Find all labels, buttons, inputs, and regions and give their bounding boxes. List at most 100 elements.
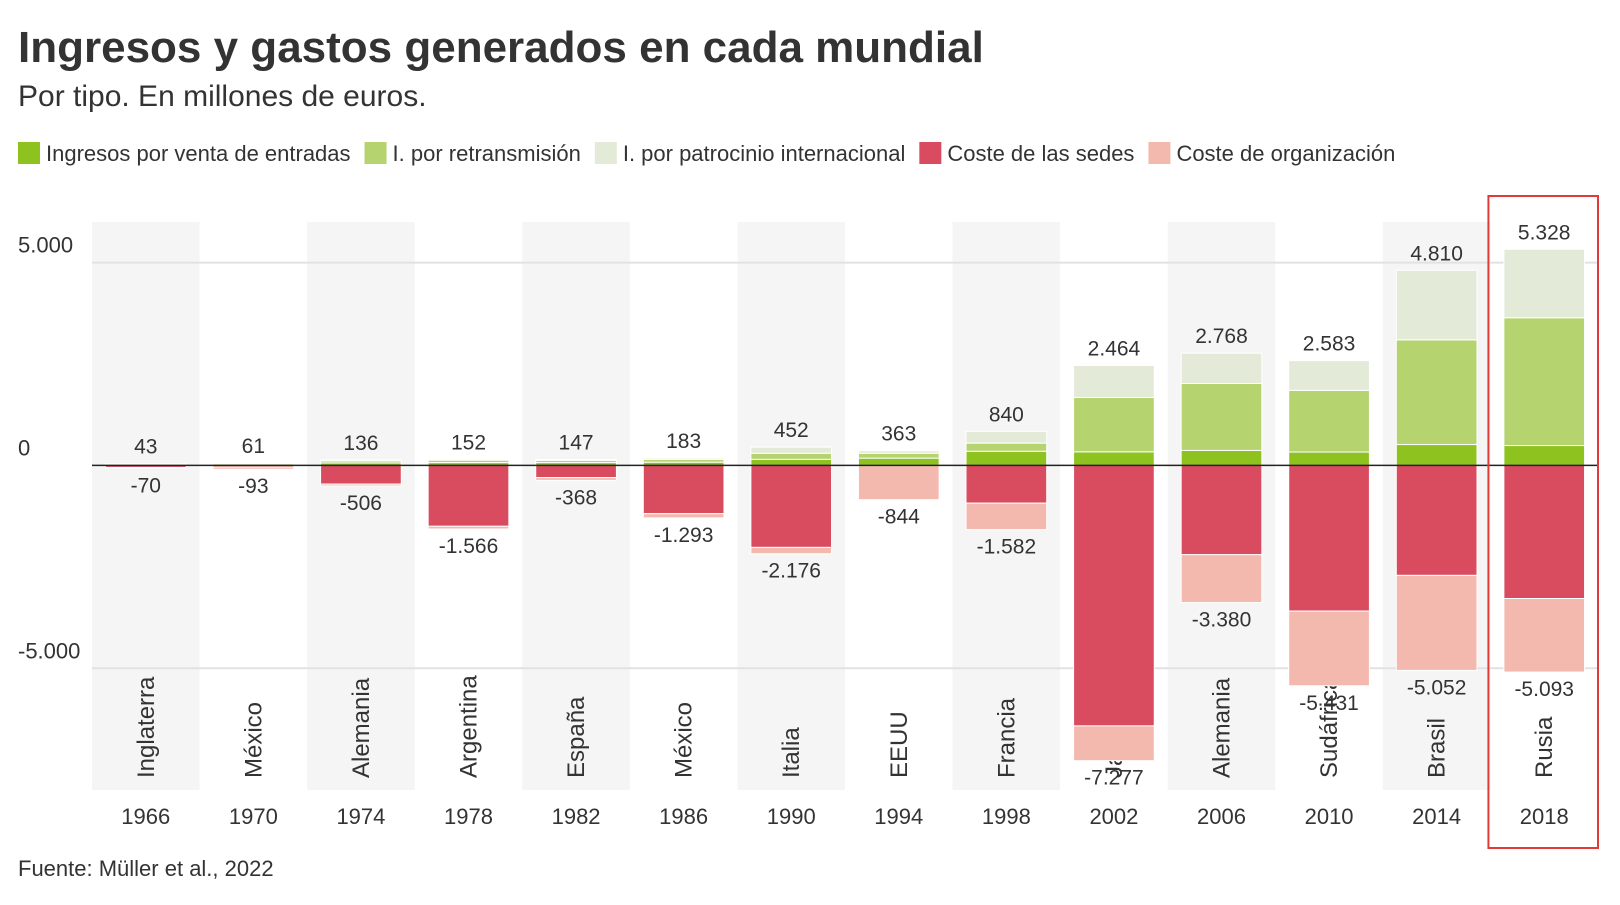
legend-label: Ingresos por venta de entradas	[46, 141, 351, 166]
bar-segment	[428, 526, 509, 529]
bar-segment	[966, 451, 1047, 465]
total-label: -1.293	[654, 524, 714, 547]
bar-segment	[321, 460, 402, 461]
bar-segment	[1181, 465, 1262, 554]
x-tick-label: 2010	[1305, 804, 1354, 829]
bar-segment	[1504, 249, 1585, 317]
bar-segment	[966, 503, 1047, 529]
host-label: Francia	[993, 697, 1020, 778]
total-label: 43	[134, 436, 157, 459]
x-tick-label: 2002	[1089, 804, 1138, 829]
host-label: Alemania	[1209, 677, 1236, 778]
bar-segment	[321, 465, 402, 484]
bar-segment	[1074, 365, 1155, 397]
legend-label: I. por retransmisión	[393, 141, 581, 166]
bar-segment	[1504, 446, 1585, 466]
bar-segment	[1289, 611, 1370, 686]
host-label: Inglaterra	[133, 676, 160, 778]
bar-segment	[751, 465, 832, 547]
host-label: Brasil	[1424, 718, 1451, 778]
total-label: 452	[774, 419, 809, 442]
total-label: 363	[881, 423, 916, 446]
bar-segment	[536, 459, 617, 460]
bar-segment	[643, 458, 724, 459]
legend-label: I. por patrocinio internacional	[623, 141, 906, 166]
bar-segment	[751, 459, 832, 465]
bar-segment	[1504, 465, 1585, 598]
chart-subtitle: Por tipo. En millones de euros.	[18, 80, 427, 113]
total-label: -1.566	[439, 535, 499, 558]
total-label: -506	[340, 492, 382, 515]
total-label: 152	[451, 431, 486, 454]
bar-segment	[966, 443, 1047, 451]
x-tick-label: 1974	[336, 804, 385, 829]
bar-segment	[643, 514, 724, 518]
host-label: Rusia	[1531, 716, 1558, 778]
bar-segment	[1396, 575, 1477, 670]
bar-segment	[1396, 445, 1477, 466]
bar-segment	[428, 465, 509, 526]
bar-segment	[858, 465, 939, 499]
bar-segment	[1074, 726, 1155, 761]
host-label: Argentina	[456, 675, 483, 778]
bar-segment	[751, 453, 832, 459]
bar-segment	[1181, 353, 1262, 383]
bar-segment	[858, 458, 939, 465]
bar-segment	[751, 447, 832, 453]
total-label: 4.810	[1410, 242, 1463, 265]
y-tick-label: 0	[18, 435, 30, 460]
total-label: 840	[989, 403, 1024, 426]
bar-segment	[1289, 465, 1370, 611]
total-label: -5.431	[1299, 692, 1359, 715]
host-label: España	[563, 696, 590, 778]
bar-segment	[536, 478, 617, 481]
total-label: -844	[878, 506, 920, 529]
bar-segment	[1074, 452, 1155, 466]
legend-swatch	[365, 142, 387, 164]
bar-segment	[1289, 361, 1370, 391]
legend-label: Coste de organización	[1176, 141, 1395, 166]
total-label: -70	[131, 474, 161, 497]
bar-segment	[1074, 397, 1155, 451]
bar-segment	[213, 467, 294, 469]
x-tick-label: 1978	[444, 804, 493, 829]
bar-segment	[1289, 452, 1370, 465]
bar-segment	[1074, 465, 1155, 725]
host-label: Italia	[778, 727, 805, 778]
bar-segment	[643, 465, 724, 513]
total-label: -93	[238, 475, 268, 498]
bar-segment	[1504, 599, 1585, 673]
bar-segment	[1504, 318, 1585, 446]
total-label: -2.176	[761, 560, 821, 583]
bar-segment	[428, 459, 509, 460]
total-label: 61	[242, 435, 265, 458]
x-tick-label: 2014	[1412, 804, 1461, 829]
source: Fuente: Müller et al., 2022	[18, 856, 274, 881]
x-tick-label: 2006	[1197, 804, 1246, 829]
bar-segment	[966, 431, 1047, 443]
x-tick-label: 2018	[1520, 804, 1569, 829]
chart-title: Ingresos y gastos generados en cada mund…	[18, 23, 984, 72]
x-tick-label: 1982	[552, 804, 601, 829]
y-tick-label: -5.000	[18, 638, 80, 663]
bar-segment	[1396, 340, 1477, 445]
host-label: Alemania	[348, 677, 375, 778]
total-label: 2.464	[1088, 337, 1141, 360]
bar-segment	[1181, 383, 1262, 450]
total-label: -7.277	[1084, 767, 1144, 790]
bar-segment	[966, 465, 1047, 503]
bar-segment	[858, 451, 939, 454]
host-label: México	[671, 702, 698, 778]
legend-label: Coste de las sedes	[947, 141, 1134, 166]
bar-segment	[1181, 450, 1262, 465]
legend-swatch	[595, 142, 617, 164]
total-label: -1.582	[977, 536, 1037, 559]
bar-segment	[858, 453, 939, 458]
bar-segment	[751, 547, 832, 553]
bar-segment	[1289, 390, 1370, 452]
x-tick-label: 1970	[229, 804, 278, 829]
x-tick-label: 1966	[121, 804, 170, 829]
bar-segment	[1396, 270, 1477, 340]
bar-segment	[1181, 555, 1262, 603]
